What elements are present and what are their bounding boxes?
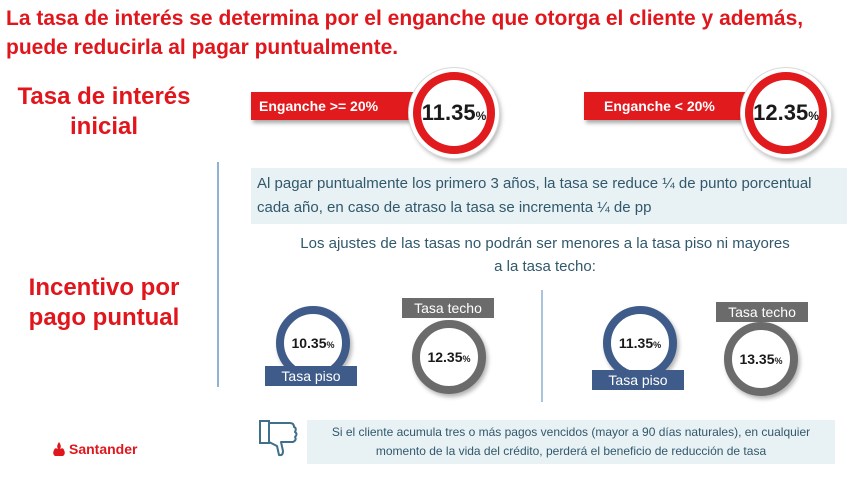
ceiling-label: Tasa techo [716,302,808,322]
rate-value: 11.35% [421,80,487,146]
floor-label: Tasa piso [592,370,684,390]
limits-text: Los ajustes de las tasas no podrán ser m… [300,235,790,275]
ceiling-rate-circle: 13.35% [724,322,798,396]
rate-circle-high: 11.35% [409,68,499,158]
santander-logo: Santander [52,441,137,457]
rate-badge-low-downpayment: Enganche < 20% [584,92,764,120]
badge-label-bar: Enganche >= 20% [251,92,426,120]
floor-rate-circle: 11.35% [603,306,677,380]
ceiling-label: Tasa techo [402,298,494,318]
badge-label-bar: Enganche < 20% [584,92,759,120]
scenario-divider [541,290,543,402]
initial-rate-title: Tasa de interés inicial [17,83,191,140]
incentive-info-box: Al pagar puntualmente los primero 3 años… [251,168,847,224]
santander-flame-icon [53,442,65,456]
thumbs-down-icon [256,415,302,461]
rate-badge-high-downpayment: Enganche >= 20% [251,92,431,120]
brand-name: Santander [69,441,138,457]
rate-value: 12.35% [753,80,819,146]
warning-note: Si el cliente acumula tres o más pagos v… [307,420,835,464]
rate-circle-low: 12.35% [741,68,831,158]
badge-label: Enganche < 20% [604,98,715,114]
page-headline: La tasa de interés se determina por el e… [6,7,804,59]
badge-label: Enganche >= 20% [259,98,379,114]
floor-label: Tasa piso [265,366,357,386]
section-divider [217,162,219,387]
ceiling-rate-circle: 12.35% [412,320,486,394]
incentive-title: Incentivo por pago puntual [28,274,180,331]
